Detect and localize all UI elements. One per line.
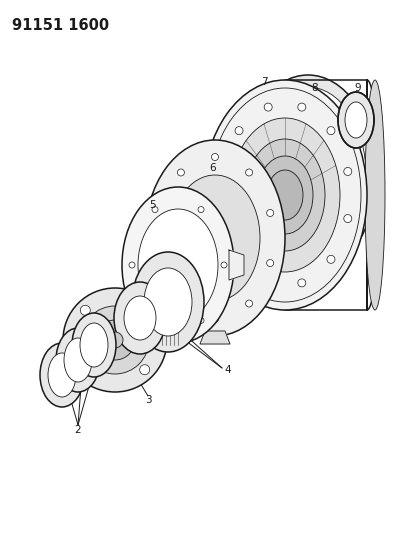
Ellipse shape: [95, 320, 135, 360]
Ellipse shape: [345, 102, 367, 138]
Ellipse shape: [107, 332, 123, 348]
Ellipse shape: [140, 305, 150, 316]
Text: 6: 6: [210, 163, 216, 173]
Text: 91151 1600: 91151 1600: [12, 18, 109, 33]
Text: 3: 3: [145, 395, 151, 405]
Ellipse shape: [344, 167, 352, 175]
Text: 7: 7: [261, 77, 267, 87]
Ellipse shape: [257, 156, 313, 234]
Ellipse shape: [140, 365, 150, 375]
Polygon shape: [200, 331, 230, 344]
Ellipse shape: [327, 127, 335, 135]
Ellipse shape: [152, 318, 158, 324]
Ellipse shape: [144, 268, 192, 336]
Ellipse shape: [198, 207, 204, 213]
Ellipse shape: [129, 262, 135, 268]
Ellipse shape: [344, 215, 352, 223]
Text: 8: 8: [312, 83, 318, 93]
Ellipse shape: [203, 80, 367, 310]
Ellipse shape: [250, 87, 366, 263]
Ellipse shape: [124, 296, 156, 340]
Ellipse shape: [198, 318, 204, 324]
Ellipse shape: [63, 288, 167, 392]
Ellipse shape: [235, 255, 243, 263]
Ellipse shape: [48, 353, 76, 397]
Ellipse shape: [218, 167, 226, 175]
Ellipse shape: [230, 118, 340, 272]
Ellipse shape: [264, 279, 272, 287]
Ellipse shape: [267, 260, 274, 266]
Text: 5: 5: [148, 200, 155, 210]
Ellipse shape: [338, 92, 374, 148]
Ellipse shape: [114, 282, 166, 354]
Ellipse shape: [365, 80, 385, 310]
Text: 4: 4: [225, 365, 231, 375]
Ellipse shape: [152, 318, 188, 346]
Ellipse shape: [298, 103, 306, 111]
Ellipse shape: [156, 209, 163, 216]
Ellipse shape: [264, 103, 272, 111]
Ellipse shape: [156, 260, 163, 266]
Ellipse shape: [245, 139, 325, 251]
Ellipse shape: [327, 255, 335, 263]
Ellipse shape: [80, 365, 90, 375]
Ellipse shape: [80, 323, 108, 367]
Ellipse shape: [221, 262, 227, 268]
Ellipse shape: [211, 316, 219, 322]
Ellipse shape: [218, 215, 226, 223]
Ellipse shape: [167, 322, 183, 342]
Ellipse shape: [211, 154, 219, 160]
Ellipse shape: [235, 127, 243, 135]
Ellipse shape: [177, 169, 185, 176]
Ellipse shape: [267, 170, 303, 220]
Ellipse shape: [152, 207, 158, 213]
Ellipse shape: [170, 175, 260, 301]
Ellipse shape: [138, 209, 218, 321]
Ellipse shape: [145, 140, 285, 336]
Text: 2: 2: [75, 425, 81, 435]
Ellipse shape: [267, 209, 274, 216]
Ellipse shape: [56, 328, 100, 392]
Ellipse shape: [203, 260, 227, 276]
Ellipse shape: [177, 300, 185, 307]
Ellipse shape: [240, 75, 376, 275]
Ellipse shape: [132, 252, 204, 352]
Polygon shape: [229, 250, 244, 280]
Ellipse shape: [72, 313, 116, 377]
Ellipse shape: [81, 306, 149, 374]
Ellipse shape: [298, 279, 306, 287]
Text: 9: 9: [355, 83, 361, 93]
Ellipse shape: [246, 300, 253, 307]
Ellipse shape: [246, 169, 253, 176]
Ellipse shape: [64, 338, 92, 382]
Ellipse shape: [122, 187, 234, 343]
Ellipse shape: [80, 305, 90, 316]
Ellipse shape: [40, 343, 84, 407]
